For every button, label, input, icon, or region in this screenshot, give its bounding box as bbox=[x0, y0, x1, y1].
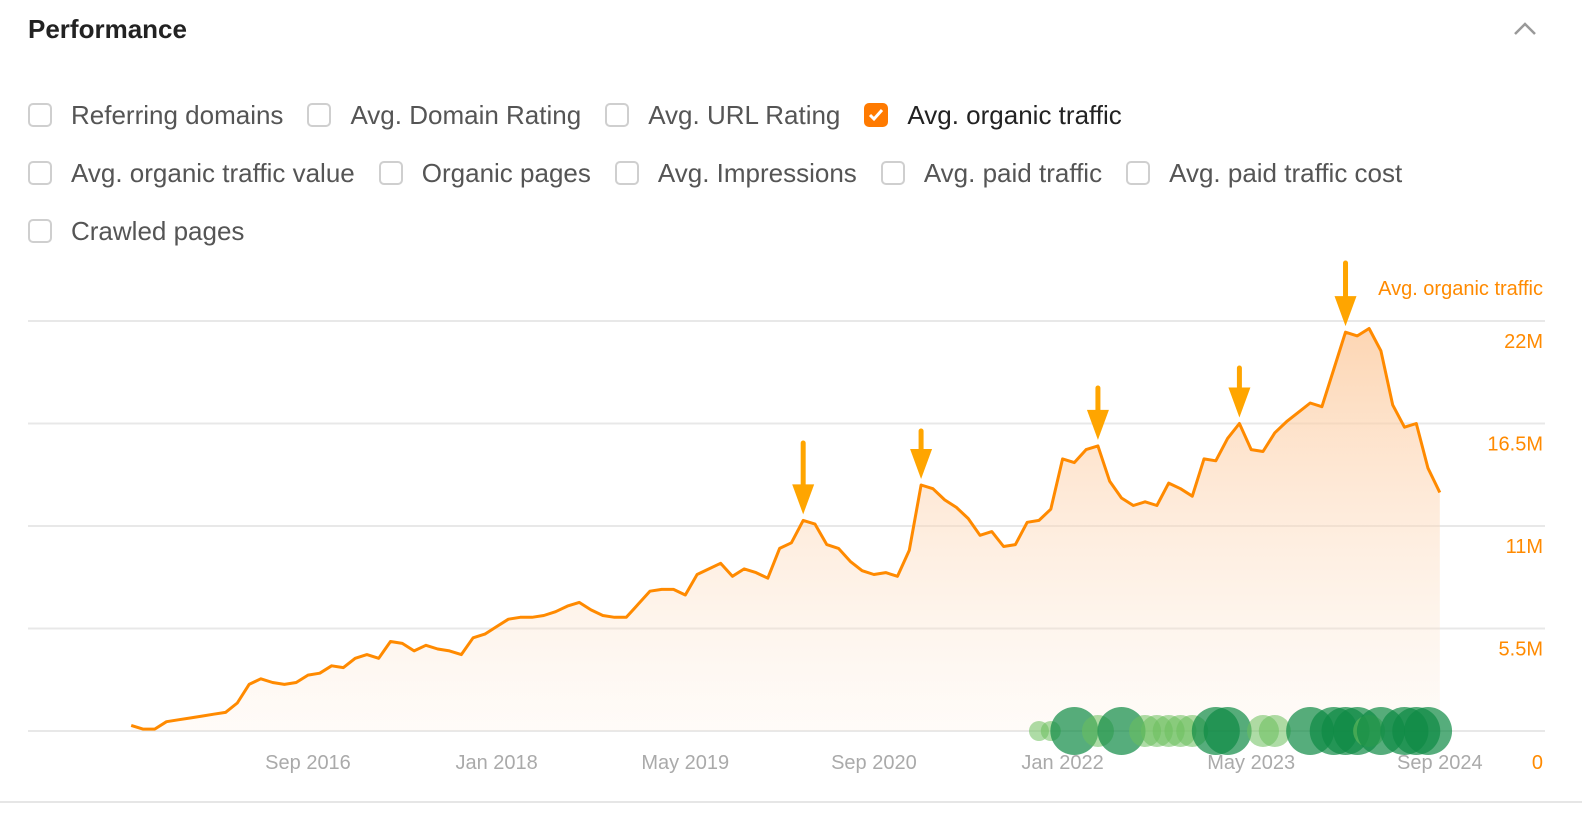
option-avg-impressions[interactable]: Avg. Impressions bbox=[614, 157, 857, 189]
checkbox[interactable] bbox=[28, 103, 52, 127]
option-label: Avg. Domain Rating bbox=[350, 99, 582, 130]
checkbox[interactable] bbox=[307, 103, 332, 127]
option-organic-pages[interactable]: Organic pages bbox=[378, 157, 591, 189]
metric-options: Referring domains Avg. Domain Rating Avg. … bbox=[28, 86, 1558, 260]
option-label: Avg. paid traffic bbox=[923, 157, 1103, 188]
series-label: Avg. organic traffic bbox=[1378, 278, 1543, 300]
arrow-head-icon bbox=[1228, 387, 1251, 418]
event-bubble bbox=[1404, 707, 1453, 755]
arrow-head-icon bbox=[1086, 409, 1109, 440]
checkbox[interactable] bbox=[28, 219, 52, 243]
checkbox[interactable] bbox=[614, 161, 639, 185]
x-tick-label: May 2023 bbox=[1207, 752, 1295, 774]
option-label: Organic pages bbox=[421, 157, 591, 188]
event-bubble bbox=[1097, 707, 1146, 755]
x-tick-label: Sep 2016 bbox=[265, 752, 351, 774]
y-tick-label: 16.5M bbox=[1487, 434, 1543, 456]
checkbox[interactable] bbox=[1126, 161, 1151, 185]
event-bubble bbox=[1203, 707, 1252, 755]
x-tick-label: Sep 2024 bbox=[1397, 752, 1483, 774]
area-fill bbox=[131, 328, 1440, 731]
options-row: Crawled pages bbox=[28, 202, 1558, 260]
arrow-head-icon bbox=[1334, 296, 1357, 327]
y-tick-label: 11M bbox=[1506, 536, 1543, 558]
event-bubble bbox=[1258, 715, 1291, 747]
chevron-up-icon[interactable] bbox=[1512, 18, 1538, 40]
section-title: Performance bbox=[28, 14, 187, 44]
option-avg-domain-rating[interactable]: Avg. Domain Rating bbox=[307, 100, 581, 131]
option-referring-domains[interactable]: Referring domains bbox=[28, 100, 283, 131]
arrow-head-icon bbox=[792, 484, 815, 515]
y-tick-label: 5.5M bbox=[1499, 639, 1543, 661]
checkbox[interactable] bbox=[864, 103, 889, 127]
checkbox[interactable] bbox=[28, 161, 52, 185]
option-label: Avg. URL Rating bbox=[648, 99, 841, 130]
x-tick-label: Sep 2020 bbox=[831, 752, 917, 774]
option-label: Avg. organic traffic value bbox=[71, 157, 355, 188]
options-row: Referring domains Avg. Domain Rating Avg. … bbox=[28, 86, 1558, 144]
option-label: Avg. Impressions bbox=[657, 157, 857, 188]
checkbox[interactable] bbox=[378, 161, 403, 185]
option-label: Avg. organic traffic bbox=[907, 99, 1122, 130]
option-avg-url-rating[interactable]: Avg. URL Rating bbox=[605, 100, 840, 131]
x-tick-label: May 2019 bbox=[641, 752, 729, 774]
option-avg-paid-traffic[interactable]: Avg. paid traffic bbox=[880, 157, 1103, 189]
event-bubble bbox=[1050, 707, 1099, 755]
option-avg-paid-traffic-cost[interactable]: Avg. paid traffic cost bbox=[1126, 158, 1402, 189]
y-tick-label: 0 bbox=[1532, 752, 1543, 774]
x-tick-label: Jan 2022 bbox=[1021, 752, 1103, 774]
arrow-head-icon bbox=[910, 449, 933, 479]
option-crawled-pages[interactable]: Crawled pages bbox=[28, 216, 244, 247]
option-avg-organic-traffic[interactable]: Avg. organic traffic bbox=[864, 99, 1122, 131]
option-avg-organic-traffic-value[interactable]: Avg. organic traffic value bbox=[28, 158, 355, 189]
option-label: Avg. paid traffic cost bbox=[1169, 157, 1403, 188]
divider bbox=[0, 801, 1582, 803]
series-line bbox=[130, 327, 1442, 731]
checkbox[interactable] bbox=[880, 161, 905, 185]
checkmark-icon bbox=[869, 109, 884, 122]
options-row: Avg. organic traffic value Organic pages A… bbox=[28, 144, 1558, 202]
option-label: Referring domains bbox=[71, 99, 284, 130]
option-label: Crawled pages bbox=[71, 215, 245, 246]
checkbox[interactable] bbox=[605, 103, 630, 127]
y-tick-label: 22M bbox=[1504, 331, 1543, 353]
x-tick-label: Jan 2018 bbox=[455, 752, 537, 774]
